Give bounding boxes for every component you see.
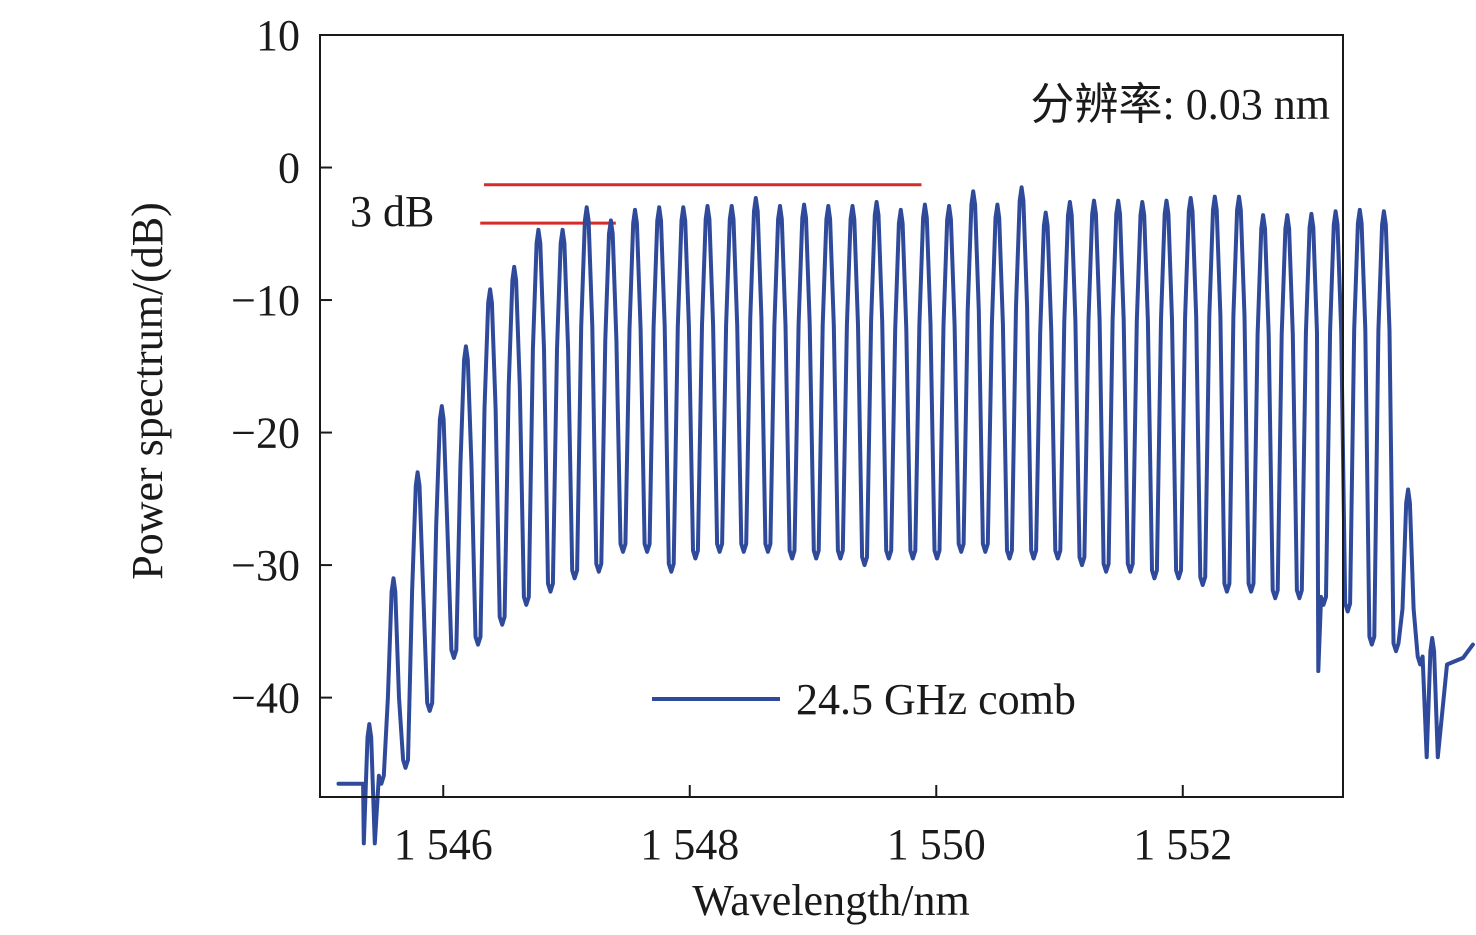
x-tick-label: 1 546 [394,820,493,869]
x-tick-label: 1 552 [1133,820,1232,869]
plot-frame [319,34,1344,798]
series-line-24-5-ghz-comb [336,185,1475,846]
y-tick-label: 0 [278,144,300,193]
y-tick-label: −40 [231,674,300,723]
x-tick-label: 1 550 [887,820,986,869]
y-tick-label: −10 [231,276,300,325]
y-tick-label: 10 [256,11,300,60]
y-tick-label: −30 [231,541,300,590]
3db-reference-lines [480,183,922,225]
x-tick-label: 1 548 [640,820,739,869]
y-axis-ticks: 10 0 −10 −20 −30 −40 [231,11,332,723]
y-axis-label: Power spectrum/(dB) [123,202,172,580]
3db-label: 3 dB [350,187,434,236]
x-axis-label: Wavelength/nm [692,876,970,925]
y-tick-label: −20 [231,409,300,458]
legend-label: 24.5 GHz comb [796,675,1076,724]
x-axis-ticks: 1 546 1 548 1 550 1 552 [394,785,1232,869]
resolution-annotation: 分辨率: 0.03 nm [1031,80,1330,129]
